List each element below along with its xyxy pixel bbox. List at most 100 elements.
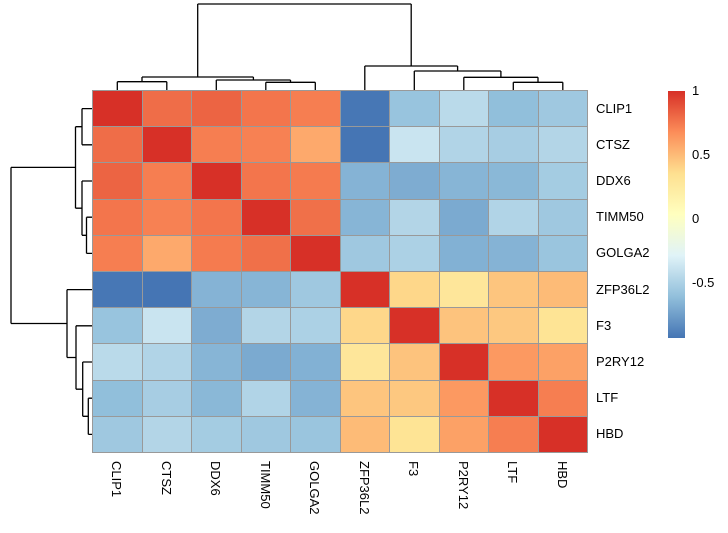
heatmap-grid — [92, 90, 588, 453]
heatmap-cell — [439, 235, 488, 271]
heatmap-cell — [538, 199, 587, 235]
heatmap-cell — [142, 199, 191, 235]
heatmap-cell — [142, 235, 191, 271]
heatmap-cell — [489, 380, 538, 416]
heatmap-cell — [439, 344, 488, 380]
heatmap-cell — [291, 380, 340, 416]
heatmap-cell — [291, 344, 340, 380]
heatmap-cell — [340, 272, 389, 308]
heatmap-cell — [93, 235, 142, 271]
heatmap-cell — [390, 199, 439, 235]
legend-tick-label: 0 — [692, 210, 700, 226]
heatmap-cell — [489, 308, 538, 344]
heatmap-cell — [192, 163, 241, 199]
heatmap-cell — [538, 380, 587, 416]
heatmap-cell — [340, 199, 389, 235]
heatmap-cell — [340, 163, 389, 199]
heatmap-cell — [538, 308, 587, 344]
heatmap-cell — [93, 380, 142, 416]
heatmap-cell — [142, 127, 191, 163]
row-label: ZFP36L2 — [596, 281, 650, 297]
heatmap-cell — [340, 344, 389, 380]
heatmap-cell — [340, 380, 389, 416]
heatmap-cell — [390, 344, 439, 380]
heatmap-cell — [291, 235, 340, 271]
row-label: P2RY12 — [596, 354, 645, 369]
heatmap-cell — [439, 127, 488, 163]
heatmap-cell — [93, 163, 142, 199]
heatmap-cell — [538, 163, 587, 199]
column-label: DDX6 — [208, 461, 224, 496]
heatmap-cell — [93, 308, 142, 344]
column-label: HBD — [554, 461, 570, 489]
heatmap-cell — [489, 199, 538, 235]
heatmap-cell — [142, 416, 191, 452]
row-label: HBD — [596, 426, 624, 442]
heatmap-cell — [241, 416, 290, 452]
row-label: GOLGA2 — [596, 245, 650, 261]
legend-tick-label: 0.5 — [692, 146, 711, 162]
heatmap-cell — [291, 308, 340, 344]
heatmap-cell — [192, 380, 241, 416]
heatmap-cell — [390, 91, 439, 127]
heatmap-cell — [192, 416, 241, 452]
heatmap-cell — [489, 91, 538, 127]
heatmap-cell — [489, 344, 538, 380]
heatmap-cell — [192, 199, 241, 235]
heatmap-cell — [439, 163, 488, 199]
heatmap-cell — [93, 344, 142, 380]
heatmap-cell — [390, 272, 439, 308]
column-label: GOLGA2 — [307, 461, 323, 515]
row-dendrogram — [10, 107, 92, 436]
column-label: F3 — [406, 461, 422, 477]
heatmap-cell — [241, 272, 290, 308]
row-label: CLIP1 — [596, 100, 633, 116]
column-label: CTSZ — [158, 461, 174, 495]
row-label: TIMM50 — [596, 209, 644, 225]
heatmap-cell — [291, 272, 340, 308]
column-dendrogram — [116, 3, 564, 90]
row-label: LTF — [596, 390, 619, 406]
heatmap-cell — [538, 416, 587, 452]
heatmap-cell — [192, 235, 241, 271]
heatmap-cell — [192, 272, 241, 308]
heatmap-cell — [142, 163, 191, 199]
heatmap-cell — [439, 416, 488, 452]
heatmap-cell — [142, 380, 191, 416]
row-label: F3 — [596, 317, 612, 333]
column-label: TIMM50 — [257, 461, 273, 509]
row-label: CTSZ — [596, 136, 630, 152]
heatmap-cell — [538, 235, 587, 271]
heatmap-cell — [93, 272, 142, 308]
heatmap-cell — [192, 308, 241, 344]
heatmap-cell — [241, 91, 290, 127]
heatmap-cell — [538, 91, 587, 127]
heatmap-cell — [390, 163, 439, 199]
heatmap-cell — [241, 127, 290, 163]
column-label: CLIP1 — [109, 461, 125, 498]
heatmap-cell — [192, 344, 241, 380]
heatmap-cell — [340, 308, 389, 344]
heatmap-cell — [489, 416, 538, 452]
heatmap-cell — [340, 127, 389, 163]
heatmap-cell — [142, 272, 191, 308]
heatmap-cell — [489, 272, 538, 308]
heatmap-cell — [192, 127, 241, 163]
heatmap-cell — [93, 91, 142, 127]
heatmap-cell — [390, 127, 439, 163]
heatmap-cell — [489, 235, 538, 271]
heatmap-cell — [439, 199, 488, 235]
heatmap-cell — [291, 91, 340, 127]
heatmap-cell — [241, 163, 290, 199]
row-label: DDX6 — [596, 173, 631, 188]
heatmap-cell — [291, 127, 340, 163]
heatmap-cell — [439, 308, 488, 344]
heatmap-cell — [93, 416, 142, 452]
heatmap-cell — [142, 308, 191, 344]
heatmap-cell — [241, 380, 290, 416]
heatmap-cell — [340, 91, 389, 127]
legend-colorbar — [668, 91, 685, 338]
heatmap-cell — [439, 272, 488, 308]
